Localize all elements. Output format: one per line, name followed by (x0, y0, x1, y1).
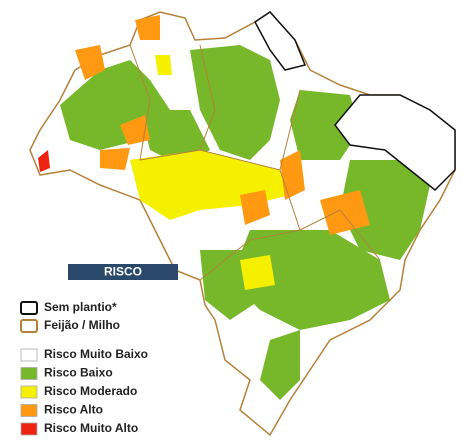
legend-swatch (20, 348, 38, 362)
legend-label: Risco Baixo (44, 366, 113, 380)
legend-label: Feijão / Milho (44, 318, 120, 332)
legend-label: Risco Muito Alto (44, 421, 138, 435)
red-region (38, 150, 50, 172)
state-border (299, 209, 381, 261)
orange-region (320, 190, 370, 235)
legend: Sem plantio* Feijão / Milho Risco Muito Ba… (20, 300, 148, 436)
legend-label: Risco Muito Baixo (44, 347, 148, 361)
legend-swatch (20, 404, 38, 417)
yellow-region (155, 55, 172, 75)
green-region (340, 160, 430, 260)
no-planting-region (334, 94, 456, 192)
legend-swatch (20, 367, 38, 380)
state-border (199, 169, 301, 281)
legend-swatch (20, 319, 38, 333)
yellow-region (240, 255, 275, 290)
no-planting-region (254, 11, 307, 71)
legend-swatch (20, 385, 38, 399)
legend-label: Risco Alto (44, 403, 103, 417)
legend-label: Risco Moderado (44, 384, 137, 398)
legend-swatch (20, 422, 38, 436)
brazil-map (29, 11, 456, 437)
legend-title: RISCO (104, 265, 142, 279)
orange-region (75, 45, 105, 80)
legend-title-bar (68, 264, 178, 280)
orange-region (135, 15, 160, 40)
green-region (260, 330, 300, 400)
green-region (190, 45, 280, 160)
orange-region (240, 190, 270, 225)
state-border (129, 44, 216, 161)
state-borders (129, 44, 381, 281)
orange-region (120, 115, 150, 145)
legend-swatch (20, 301, 38, 315)
legend-label: Sem plantio* (44, 300, 117, 314)
green-region (290, 90, 360, 160)
orange-region (100, 148, 130, 170)
